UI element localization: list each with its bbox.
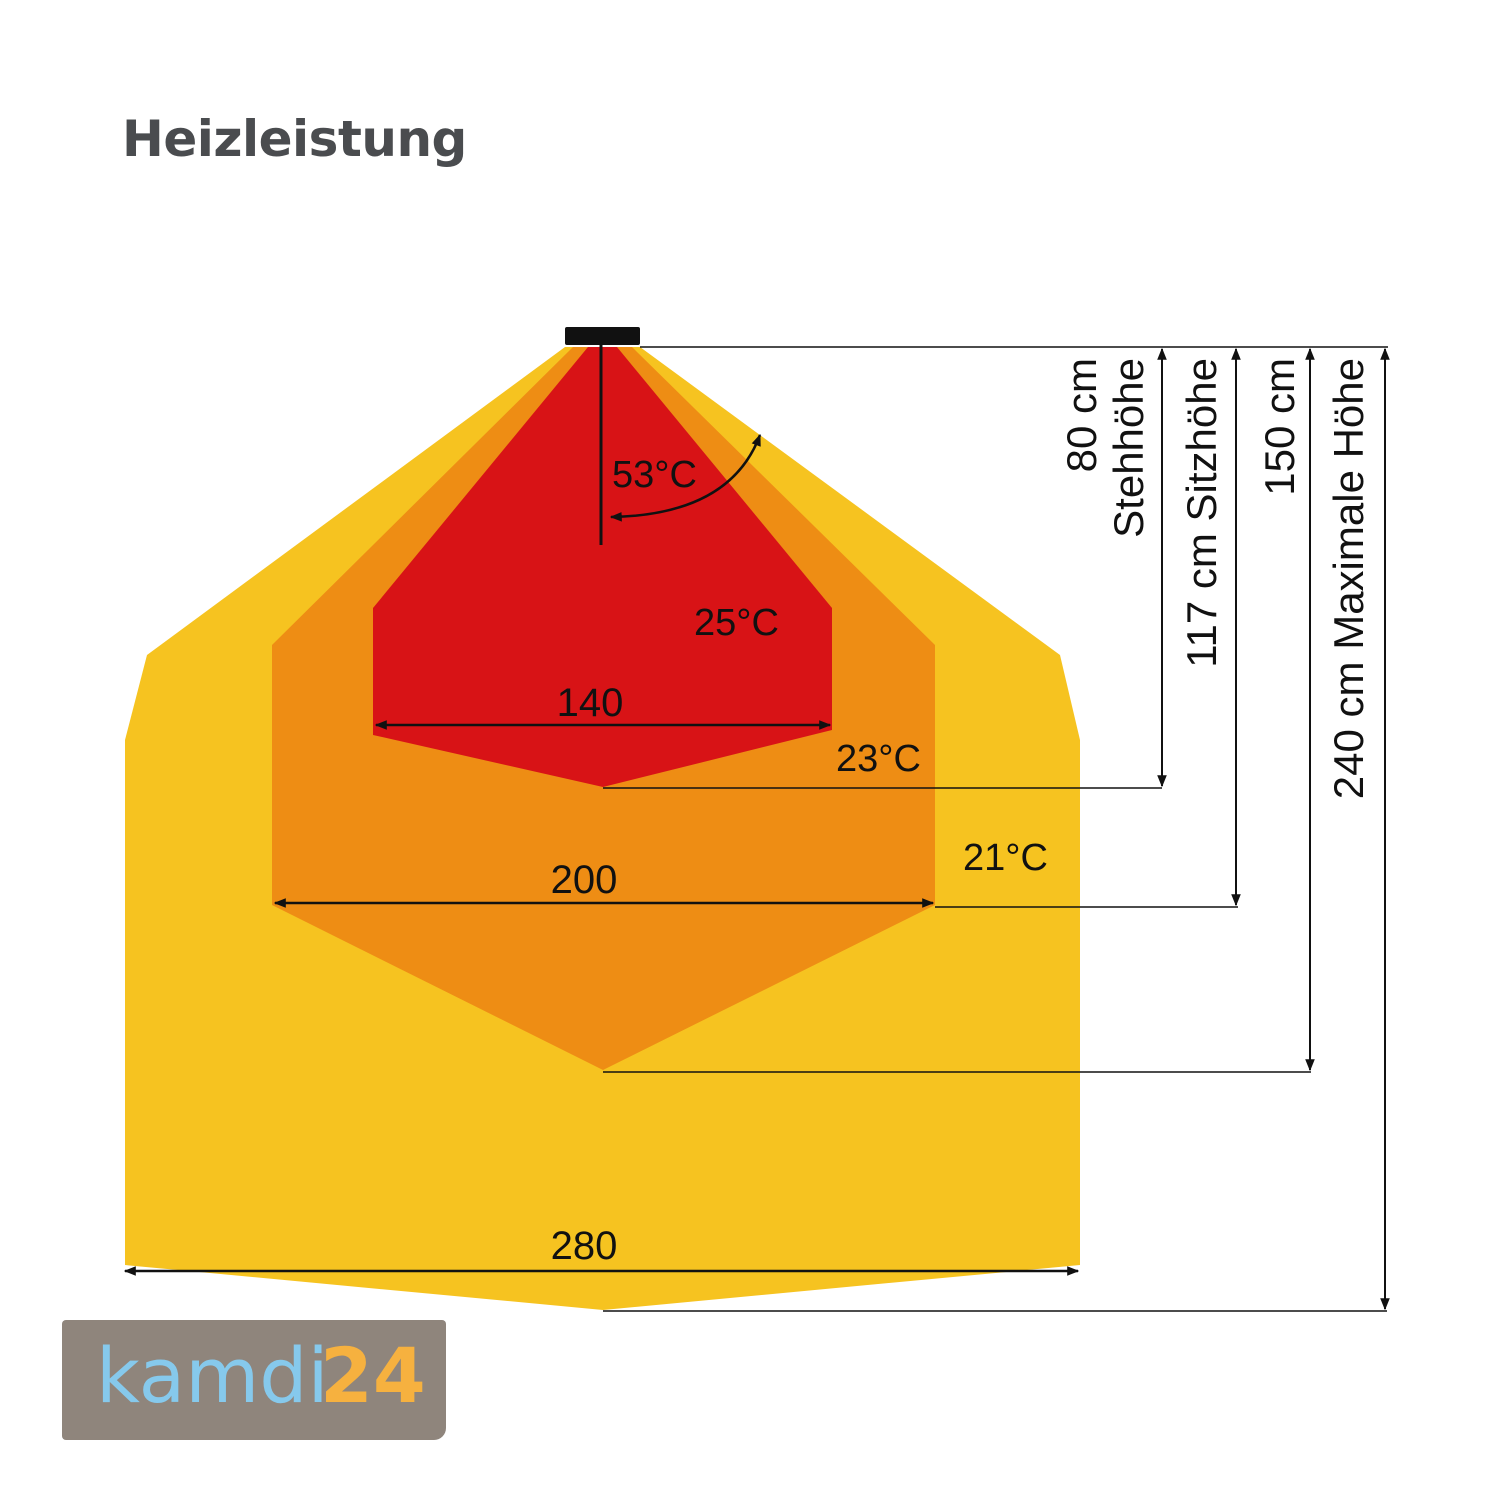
page-title: Heizleistung xyxy=(122,110,467,168)
zone-21-temp-label: 21°C xyxy=(963,837,1048,879)
height-80-value-label: 80 cm xyxy=(1058,358,1105,472)
height-150-label: 150 cm xyxy=(1256,358,1303,496)
width-200-label: 200 xyxy=(551,858,618,902)
width-140-label: 140 xyxy=(557,681,624,725)
width-280-label: 280 xyxy=(551,1224,618,1268)
zone-23-temp-label: 23°C xyxy=(836,738,921,780)
heater-temp-label: 53°C xyxy=(612,454,697,496)
height-240-label: 240 cm Maximale Höhe xyxy=(1325,358,1372,799)
height-117-label: 117 cm Sitzhöhe xyxy=(1178,358,1225,668)
zone-25-area xyxy=(373,347,832,787)
beam-angle-arc xyxy=(609,433,762,522)
height-80-name-label: Stehhöhe xyxy=(1105,358,1152,538)
heater-device xyxy=(565,327,640,345)
logo-word: kamdi xyxy=(96,1331,329,1420)
brand-logo: kamdi 24 xyxy=(62,1320,446,1440)
zone-25-temp-label: 25°C xyxy=(694,602,779,644)
logo-number: 24 xyxy=(320,1331,426,1420)
